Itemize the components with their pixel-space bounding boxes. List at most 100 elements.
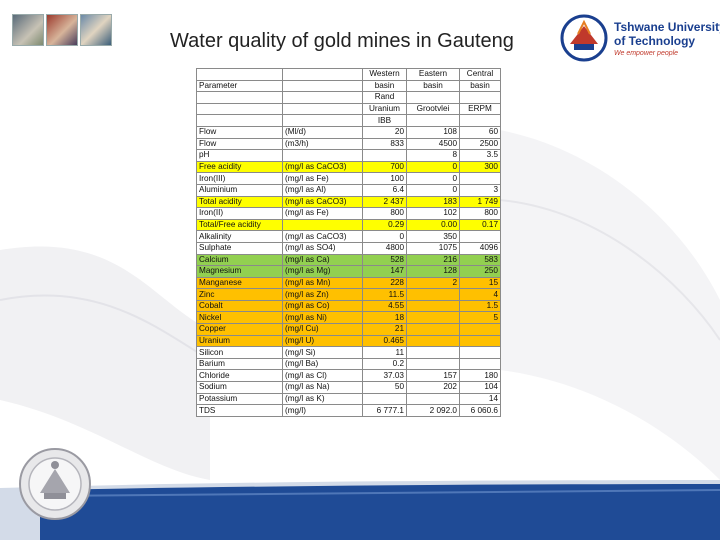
table-cell: 4500 bbox=[406, 137, 460, 151]
table-cell: (mg/l as CaCO3) bbox=[282, 195, 363, 209]
table-cell: IBB bbox=[362, 114, 407, 127]
table-cell: (mg/l as Ni) bbox=[282, 311, 363, 325]
table-row: TDS (mg/l) 6 777.1 2 092.0 6 060.6 bbox=[196, 404, 501, 417]
table-cell: Sodium bbox=[196, 381, 283, 394]
footer-band bbox=[0, 480, 720, 540]
table-cell: Chloride bbox=[196, 369, 283, 383]
table-cell bbox=[406, 323, 460, 336]
table-cell: 1 749 bbox=[459, 195, 501, 209]
table-cell bbox=[282, 102, 363, 116]
table-cell: Aluminium bbox=[196, 183, 283, 197]
table-cell: pH bbox=[196, 149, 283, 162]
table-cell bbox=[459, 172, 501, 185]
table-cell: Western bbox=[362, 68, 407, 81]
table-cell: Potassium bbox=[196, 392, 283, 406]
header-photo bbox=[12, 14, 44, 46]
table-cell bbox=[406, 334, 460, 348]
table-cell: Rand bbox=[362, 91, 407, 104]
table-cell: (mg/l as K) bbox=[282, 392, 363, 406]
table-cell: (mg/l as Zn) bbox=[282, 288, 363, 301]
table-cell: 202 bbox=[406, 381, 460, 394]
table-cell: 18 bbox=[362, 311, 407, 325]
table-cell: (m3/h) bbox=[282, 137, 363, 151]
table-cell: Total/Free acidity bbox=[196, 218, 283, 232]
table-cell: (mg/l Ba) bbox=[282, 357, 363, 371]
water-quality-table: Western Eastern Central Parameter basin basin… bbox=[196, 68, 501, 417]
table-cell: (mg/l as SO4) bbox=[282, 241, 363, 255]
table-cell: 0.2 bbox=[362, 357, 407, 371]
table-cell: 0 bbox=[406, 172, 460, 185]
table-cell bbox=[406, 288, 460, 301]
table-row: pH 8 3.5 bbox=[196, 149, 501, 162]
table-cell: Zinc bbox=[196, 288, 283, 301]
table-cell: (mg/l as Mg) bbox=[282, 265, 363, 278]
table-cell bbox=[282, 79, 363, 93]
table-cell bbox=[459, 114, 501, 127]
table-cell bbox=[282, 68, 363, 81]
table-cell: 5 bbox=[459, 311, 501, 325]
table-cell: 0.17 bbox=[459, 218, 501, 232]
table-cell bbox=[459, 357, 501, 371]
table-cell: Parameter bbox=[196, 79, 283, 93]
table-cell bbox=[406, 392, 460, 406]
table-row: Iron(III) (mg/l as Fe) 100 0 bbox=[196, 172, 501, 185]
table-cell: Silicon bbox=[196, 346, 283, 359]
table-row: Sulphate (mg/l as SO4) 4800 1075 4096 bbox=[196, 241, 501, 255]
table-cell: 0.00 bbox=[406, 218, 460, 232]
table-cell: 4800 bbox=[362, 241, 407, 255]
table-row: Magnesium (mg/l as Mg) 147 128 250 bbox=[196, 265, 501, 278]
table-cell: 0 bbox=[406, 183, 460, 197]
table-cell bbox=[459, 91, 501, 104]
table-cell: 102 bbox=[406, 207, 460, 220]
table-cell: 700 bbox=[362, 160, 407, 174]
table-row: Silicon (mg/l Si) 11 bbox=[196, 346, 501, 359]
table-row: Uranium (mg/l U) 0.465 bbox=[196, 334, 501, 348]
table-cell bbox=[196, 114, 283, 127]
table-row: Sodium (mg/l as Na) 50 202 104 bbox=[196, 381, 501, 394]
table-cell: Uranium bbox=[362, 102, 407, 116]
table-cell: 2500 bbox=[459, 137, 501, 151]
table-row: Potassium (mg/l as K) 14 bbox=[196, 392, 501, 406]
table-cell: (mg/l Si) bbox=[282, 346, 363, 359]
table-cell: Calcium bbox=[196, 253, 283, 267]
table-row: Iron(II) (mg/l as Fe) 800 102 800 bbox=[196, 207, 501, 220]
table-cell: Eastern bbox=[406, 68, 460, 81]
table-cell: 4.55 bbox=[362, 299, 407, 313]
table-cell: 0.29 bbox=[362, 218, 407, 232]
table-cell: 108 bbox=[406, 125, 460, 139]
table-cell: (mg/l as Al) bbox=[282, 183, 363, 197]
table-cell: (mg/l as Na) bbox=[282, 381, 363, 394]
table-cell: 128 bbox=[406, 265, 460, 278]
table-cell: 528 bbox=[362, 253, 407, 267]
table-cell: 2 092.0 bbox=[406, 404, 460, 417]
table-header-row: Uranium Grootvlei ERPM bbox=[196, 102, 501, 116]
table-cell: Sulphate bbox=[196, 241, 283, 255]
university-logo: Tshwane University of Technology We empo… bbox=[560, 10, 720, 66]
slide-title: Water quality of gold mines in Gauteng bbox=[170, 30, 514, 52]
table-cell: Cobalt bbox=[196, 299, 283, 313]
table-cell: (mg/l as CaCO3) bbox=[282, 230, 363, 243]
table-cell: 1.5 bbox=[459, 299, 501, 313]
table-cell: basin bbox=[406, 79, 460, 93]
table-cell bbox=[406, 357, 460, 371]
university-seal-icon bbox=[19, 448, 91, 520]
table-cell: 4 bbox=[459, 288, 501, 301]
table-cell: Flow bbox=[196, 137, 283, 151]
table-cell: basin bbox=[459, 79, 501, 93]
table-cell: 183 bbox=[406, 195, 460, 209]
table-cell: 147 bbox=[362, 265, 407, 278]
table-cell: Copper bbox=[196, 323, 283, 336]
table-cell: Flow bbox=[196, 125, 283, 139]
header-photo-strip bbox=[12, 14, 112, 46]
logo-name-line2: of Technology bbox=[614, 34, 696, 48]
table-cell bbox=[459, 346, 501, 359]
table-cell: 15 bbox=[459, 276, 501, 290]
table-cell: 800 bbox=[362, 207, 407, 220]
table-cell: Nickel bbox=[196, 311, 283, 325]
table-row: Total/Free acidity 0.29 0.00 0.17 bbox=[196, 218, 501, 232]
table-cell bbox=[196, 102, 283, 116]
university-crest-icon bbox=[560, 14, 608, 62]
table-row: Nickel (mg/l as Ni) 18 5 bbox=[196, 311, 501, 325]
table-row: Total acidity (mg/l as CaCO3) 2 437 183 1 74… bbox=[196, 195, 501, 209]
